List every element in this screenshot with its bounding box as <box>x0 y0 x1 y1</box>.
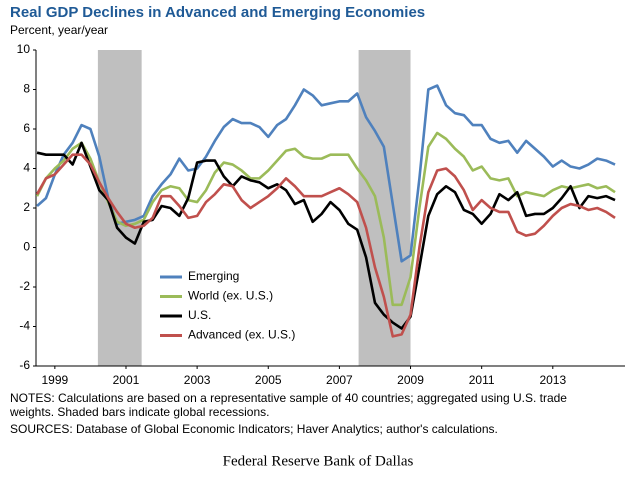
series-line <box>36 141 616 330</box>
y-tick-label: 0 <box>23 240 30 254</box>
legend-label: Emerging <box>188 269 239 283</box>
y-tick-label: 10 <box>17 42 31 56</box>
y-tick-label: 2 <box>23 200 30 214</box>
y-tick-label: 8 <box>23 82 30 96</box>
y-tick-label: 4 <box>23 161 30 175</box>
x-tick-label: 2011 <box>469 373 495 387</box>
y-tick-label: -6 <box>19 358 30 372</box>
recession-shade <box>97 50 142 366</box>
y-tick-label: -2 <box>19 279 30 293</box>
x-tick-label: 2001 <box>113 373 140 387</box>
recession-shade <box>358 50 411 366</box>
legend-label: U.S. <box>188 308 211 322</box>
chart-subtitle: Percent, year/year <box>10 23 108 37</box>
series-line <box>35 153 616 338</box>
notes: NOTES: Calculations are based on a repre… <box>10 391 567 405</box>
footer: Federal Reserve Bank of Dallas <box>223 453 414 469</box>
notes: weights. Shaded bars indicate global rec… <box>9 405 270 419</box>
x-tick-label: 2007 <box>326 373 353 387</box>
legend-label: World (ex. U.S.) <box>188 289 273 303</box>
x-tick-label: 2009 <box>397 373 424 387</box>
x-tick-label: 2003 <box>184 373 211 387</box>
x-tick-label: 2005 <box>255 373 282 387</box>
series-line <box>36 84 616 263</box>
y-tick-label: -4 <box>19 319 30 333</box>
legend-label: Advanced (ex. U.S.) <box>188 328 295 342</box>
y-tick-label: 6 <box>23 121 30 135</box>
x-tick-label: 2013 <box>539 373 566 387</box>
chart-title: Real GDP Declines in Advanced and Emergi… <box>10 4 425 21</box>
sources: SOURCES: Database of Global Economic Ind… <box>10 422 498 436</box>
x-tick-label: 1999 <box>41 373 68 387</box>
